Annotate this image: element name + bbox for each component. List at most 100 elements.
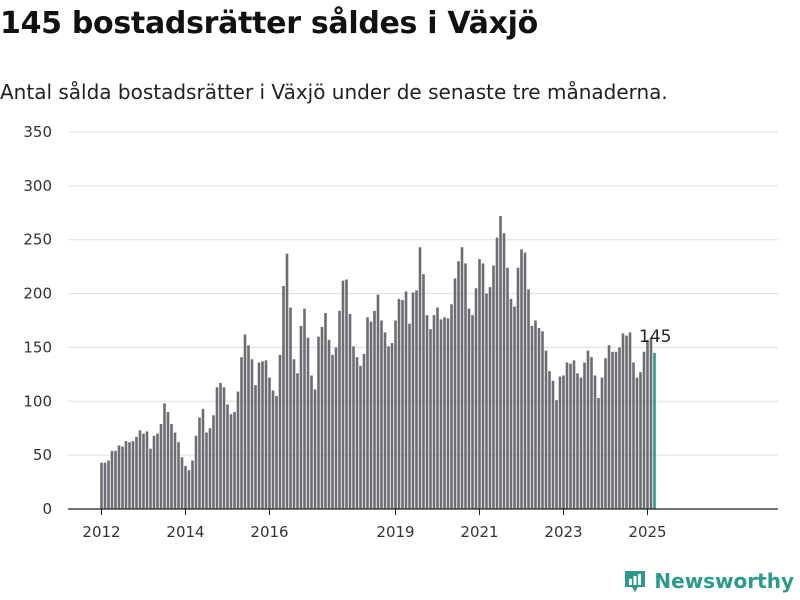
bar: [215, 387, 219, 509]
bar: [285, 253, 289, 509]
bar: [411, 292, 415, 509]
bar: [569, 363, 572, 509]
bar: [362, 353, 366, 509]
bar: [548, 371, 551, 509]
bar: [607, 345, 611, 509]
bar: [404, 291, 408, 509]
page-subtitle: Antal sålda bostadsrätter i Växjö under …: [0, 80, 668, 104]
brand-logo: Newsworthy: [622, 568, 794, 594]
bar: [268, 377, 271, 509]
bar: [600, 377, 604, 509]
bar: [576, 373, 579, 509]
bar: [467, 308, 471, 509]
bar: [618, 347, 621, 509]
bar: [310, 375, 313, 509]
bar: [359, 365, 362, 509]
bar: [590, 357, 593, 509]
bar: [471, 315, 474, 509]
bar: [138, 430, 142, 509]
bar: [282, 286, 285, 509]
bar: [110, 450, 114, 509]
bar: [387, 346, 390, 509]
bar: [390, 343, 394, 509]
y-tick-label: 250: [23, 231, 52, 249]
bar: [485, 293, 488, 509]
bar: [397, 298, 401, 509]
bar: [460, 247, 464, 510]
bar: [159, 423, 163, 509]
bar: [646, 339, 649, 509]
x-tick-label: 2019: [376, 523, 414, 541]
bar: [317, 336, 320, 509]
bar: [324, 312, 327, 509]
bar: [331, 354, 334, 509]
bar: [401, 300, 404, 509]
bar: [425, 315, 429, 509]
bar: [583, 362, 586, 509]
bar: [373, 310, 376, 509]
bar: [229, 414, 233, 509]
brand-name: Newsworthy: [654, 569, 794, 593]
bar: [551, 380, 555, 509]
bar: [446, 318, 450, 509]
bar: [534, 320, 537, 509]
bar: [520, 249, 523, 509]
bar: [163, 403, 166, 509]
y-tick-label: 350: [23, 123, 52, 141]
bar: [537, 328, 541, 509]
bar: [345, 279, 348, 509]
bar: [128, 442, 131, 509]
page-title: 145 bostadsrätter såldes i Växjö: [0, 6, 538, 41]
bar: [117, 445, 121, 509]
bar: [313, 389, 317, 509]
bar: [572, 360, 576, 509]
bar: [292, 359, 296, 509]
bar: [289, 307, 292, 509]
bar: [352, 346, 355, 509]
bar: [135, 436, 138, 509]
y-tick-label: 150: [23, 338, 52, 356]
bar: [380, 320, 383, 509]
bar: [194, 435, 198, 509]
bar: [579, 377, 583, 509]
bar: [439, 319, 443, 509]
bar: [198, 417, 201, 509]
bar: [429, 329, 432, 509]
bar: [296, 373, 299, 509]
bar: [208, 428, 212, 509]
bar: [394, 320, 397, 509]
bar: [184, 465, 187, 509]
bar: [464, 263, 467, 509]
bar: [541, 331, 544, 509]
bar: [513, 306, 516, 509]
bar: [383, 332, 387, 509]
bar: [306, 337, 310, 509]
bar: [103, 462, 107, 509]
bar: [415, 290, 418, 509]
bar: [586, 350, 590, 509]
bar: [355, 357, 359, 509]
bar: [523, 252, 527, 509]
bar: [131, 441, 135, 509]
bar: [264, 360, 268, 509]
bar: [250, 359, 254, 509]
bar: [555, 400, 558, 509]
bar: [275, 395, 278, 509]
bar: [562, 375, 565, 509]
bar: [593, 375, 597, 509]
bar: [418, 247, 422, 510]
bar: [474, 288, 478, 509]
bar: [544, 350, 548, 509]
bar: [366, 317, 369, 509]
bar: [341, 280, 345, 509]
bar: [338, 310, 341, 509]
bar: [649, 337, 653, 509]
x-tick-label: 2021: [460, 523, 498, 541]
bar: [492, 265, 495, 509]
y-tick-label: 0: [42, 500, 52, 518]
bar: [177, 442, 180, 509]
bar: [243, 334, 247, 509]
bar: [565, 362, 569, 509]
bar: [614, 351, 618, 509]
bar: [369, 321, 373, 509]
